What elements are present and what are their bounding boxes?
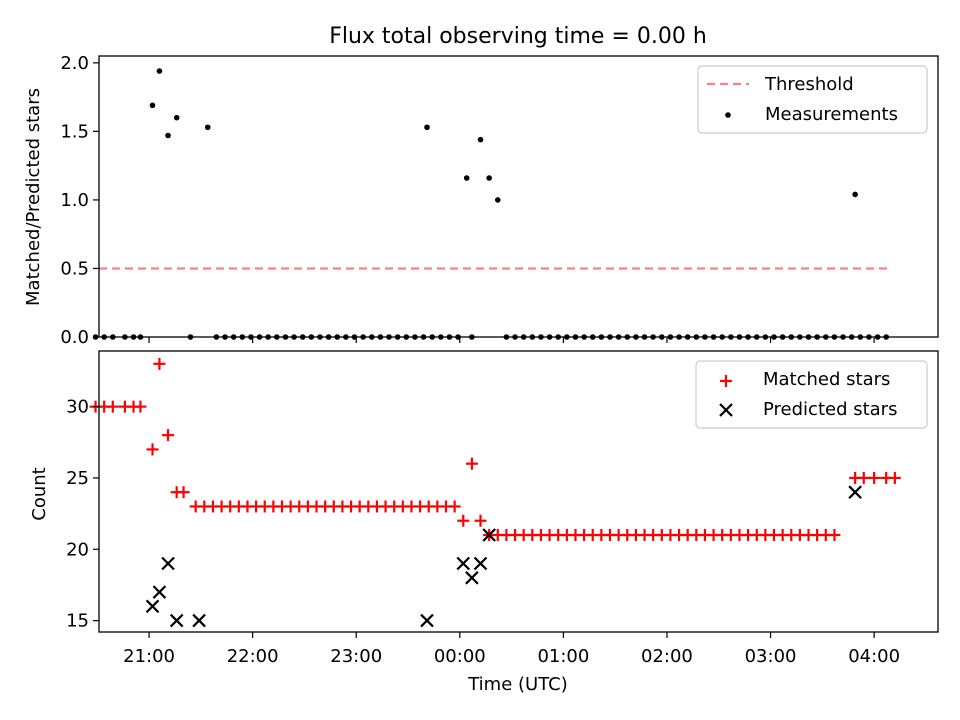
- matched-star-point: [857, 471, 870, 484]
- measurement-point: [852, 191, 858, 198]
- matched-star-point: [106, 400, 119, 413]
- y-tick-label: 0.0: [60, 327, 89, 348]
- bottom-y-axis-label: Count: [29, 467, 50, 520]
- y-tick-label: 2.0: [60, 53, 89, 74]
- predicted-legend-icon: [719, 403, 733, 417]
- matched-star-point: [134, 400, 147, 413]
- matched-star-point: [828, 529, 841, 542]
- x-tick-label: 00:00: [434, 646, 486, 667]
- measurement-point: [165, 132, 171, 139]
- top-x-ticks: [148, 337, 875, 343]
- x-tick-label: 04:00: [848, 646, 900, 667]
- y-tick-label: 1.5: [60, 121, 89, 142]
- matched-star-point: [457, 514, 470, 527]
- y-tick-label: 15: [66, 611, 89, 632]
- top-y-axis-label: Matched/Predicted stars: [23, 88, 44, 306]
- matched-star-point: [448, 500, 461, 513]
- matched-legend-label: Matched stars: [763, 369, 890, 390]
- matched-star-point: [146, 443, 159, 456]
- measurement-point: [486, 175, 492, 181]
- x-axis-label: Time (UTC): [467, 674, 568, 695]
- y-tick-label: 20: [66, 539, 89, 560]
- top-panel: 0.00.51.01.52.0 Matched/Predicted stars …: [23, 53, 939, 348]
- x-tick-label: 01:00: [537, 646, 589, 667]
- measurement-point: [463, 175, 470, 181]
- measurement-point: [477, 136, 484, 143]
- measurements-legend-icon: [725, 112, 731, 118]
- matched-star-point: [177, 486, 190, 499]
- x-tick-label: 03:00: [745, 646, 797, 667]
- predicted-legend-label: Predicted stars: [763, 399, 897, 420]
- predicted-star-point: [161, 556, 175, 571]
- y-tick-label: 30: [66, 397, 89, 418]
- bottom-y-ticks: 15 20 25 30: [66, 397, 99, 632]
- matched-star-point: [153, 357, 166, 370]
- predicted-star-point: [145, 599, 160, 614]
- x-tick-label: 22:00: [227, 646, 279, 667]
- predicted-star-point: [152, 585, 167, 599]
- x-tick-label: 02:00: [641, 646, 693, 667]
- measurement-point: [149, 102, 156, 109]
- top-legend: Threshold Measurements: [697, 65, 928, 134]
- chart-title: Flux total observing time = 0.00 h: [329, 24, 707, 49]
- bottom-plot-area: [89, 357, 901, 628]
- y-tick-label: 25: [66, 468, 89, 489]
- x-tick-label: 23:00: [330, 646, 382, 667]
- measurement-point: [204, 124, 211, 131]
- predicted-star-point: [473, 556, 488, 571]
- matched-star-point: [888, 471, 901, 484]
- threshold-legend-label: Threshold: [764, 74, 854, 95]
- bottom-x-ticks: 21:00 22:00 23:00 00:00 01:00 02:00 03:00 04:00: [123, 632, 900, 667]
- predicted-star-point: [848, 485, 862, 499]
- measurement-point: [494, 197, 501, 203]
- predicted-star-point: [169, 613, 184, 628]
- top-y-ticks: 0.0 0.5 1.0 1.5 2.0: [60, 53, 99, 348]
- predicted-star-point: [456, 556, 471, 571]
- matched-star-point: [465, 457, 478, 470]
- matched-star-point: [868, 471, 881, 484]
- bottom-panel: 15 20 25 30 21:00 22:00 23:00 00:00 01:00 02:00 0…: [29, 350, 939, 695]
- predicted-star-point: [192, 613, 206, 628]
- bottom-legend: Matched stars Predicted stars: [695, 360, 928, 429]
- predicted-star-point: [482, 528, 496, 542]
- measurements-legend-label: Measurements: [765, 104, 898, 125]
- top-legend-box: [697, 65, 928, 134]
- x-tick-label: 21:00: [123, 646, 175, 667]
- bottom-axes-frame: [98, 350, 939, 633]
- matched-star-point: [474, 514, 487, 527]
- measurement-point: [173, 114, 180, 121]
- measurement-point: [156, 68, 163, 74]
- predicted-star-point: [465, 571, 479, 585]
- matched-legend-icon: [720, 375, 732, 387]
- matched-star-point: [162, 429, 175, 442]
- predicted-star-point: [420, 613, 434, 628]
- measurement-point: [424, 124, 430, 131]
- y-tick-label: 0.5: [60, 258, 89, 279]
- bottom-legend-box: [695, 360, 928, 429]
- top-axes-frame: [98, 55, 939, 338]
- y-tick-label: 1.0: [60, 190, 89, 211]
